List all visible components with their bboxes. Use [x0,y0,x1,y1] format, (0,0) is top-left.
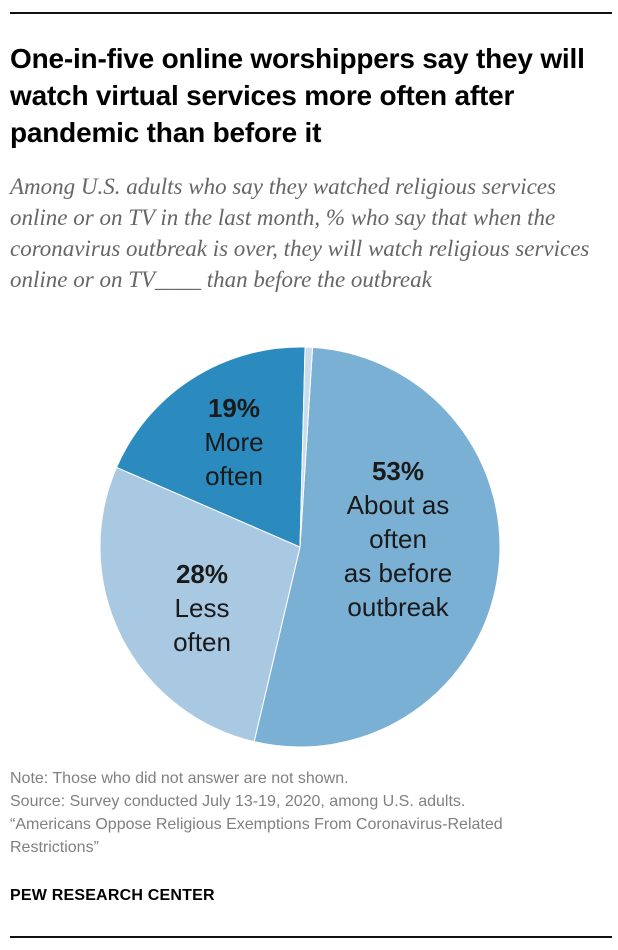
slice-category-label: often [173,627,231,657]
pie-slice [115,346,306,548]
pie-chart: 53% About as often as before outbreak 28% Less… [99,346,501,748]
slice-category-label: as before [344,558,452,588]
top-rule [10,12,612,14]
slice-category-label: often [369,524,427,554]
pie-slice [99,466,301,743]
slice-category-label: often [205,461,263,491]
chart-subtitle: Among U.S. adults who say they watched r… [10,174,590,292]
slice-value-label: 28% [176,559,228,589]
slice-category-label: outbreak [347,592,449,622]
pew-logo: PEW RESEARCH CENTER [10,887,215,904]
footer-report-title: “Americans Oppose Religious Exemptions F… [10,816,503,833]
bottom-rule [10,936,612,938]
pie-slice [253,346,501,748]
footer-note: Note: Those who did not answer are not s… [10,770,349,787]
footer-report-title-cont: Restrictions” [10,839,99,856]
slice-value-label: 53% [372,456,424,486]
slice-category-label: About as [347,490,450,520]
slice-value-label: 19% [208,393,260,423]
chart-footer: Note: Those who did not answer are not s… [10,767,610,859]
slice-category-label: Less [175,593,230,623]
pie-slice [299,346,314,548]
footer-source: Source: Survey conducted July 13-19, 202… [10,793,466,810]
chart-title: One-in-five online worshippers say they … [10,43,585,148]
slice-category-label: More [204,427,263,457]
